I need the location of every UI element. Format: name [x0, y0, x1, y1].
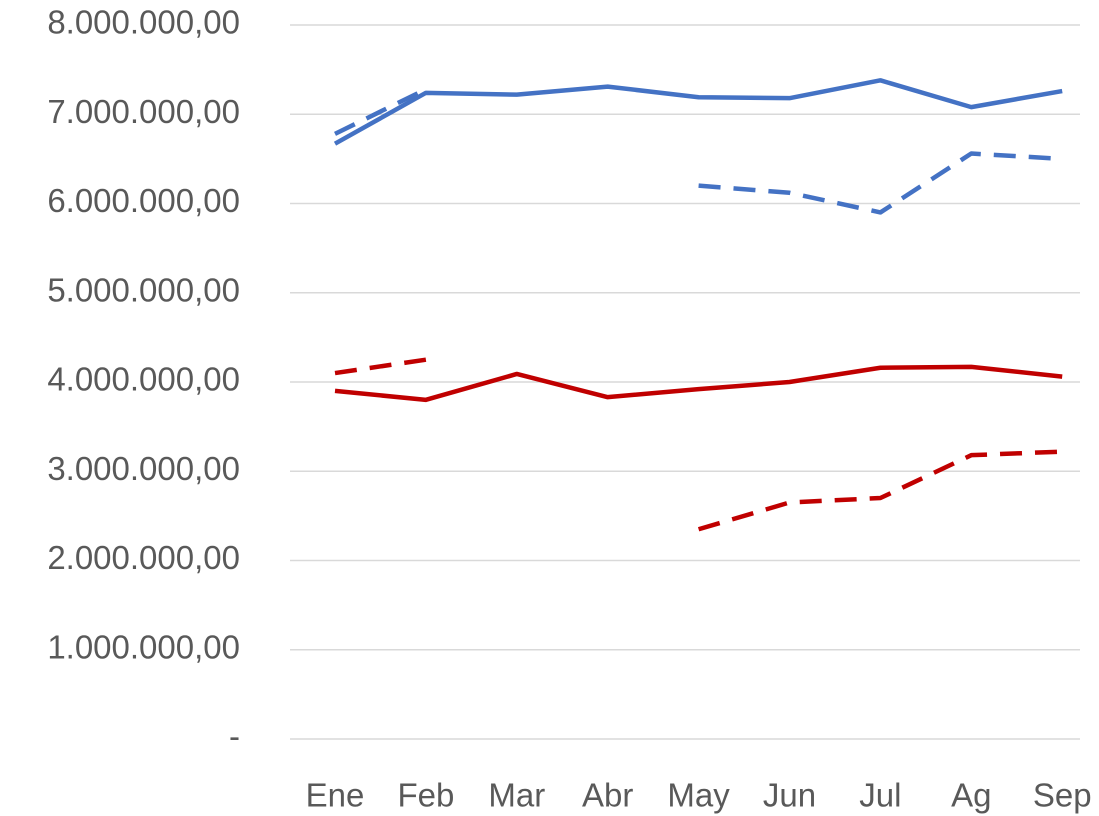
series-line	[334, 357, 1063, 532]
x-tick-label: Sep	[1033, 777, 1092, 814]
y-tick-label: 8.000.000,00	[47, 4, 240, 41]
x-tick-label: Ene	[306, 777, 365, 814]
series-line	[334, 87, 1063, 215]
x-tick-label: Jul	[859, 777, 901, 814]
y-tick-label: 6.000.000,00	[47, 182, 240, 219]
x-tick-label: Jun	[763, 777, 816, 814]
x-tick-label: May	[667, 777, 730, 814]
y-tick-label: -	[229, 718, 240, 755]
x-tick-label: Mar	[488, 777, 545, 814]
y-tick-label: 5.000.000,00	[47, 271, 240, 308]
y-tick-label: 2.000.000,00	[47, 539, 240, 576]
y-tick-label: 4.000.000,00	[47, 361, 240, 398]
x-tick-label: Feb	[397, 777, 454, 814]
series-line	[334, 364, 1063, 403]
y-tick-label: 1.000.000,00	[47, 628, 240, 665]
y-tick-label: 7.000.000,00	[47, 93, 240, 130]
y-tick-label: 3.000.000,00	[47, 450, 240, 487]
series-line	[333, 78, 1063, 146]
x-tick-label: Ag	[951, 777, 991, 814]
x-tick-label: Abr	[582, 777, 633, 814]
